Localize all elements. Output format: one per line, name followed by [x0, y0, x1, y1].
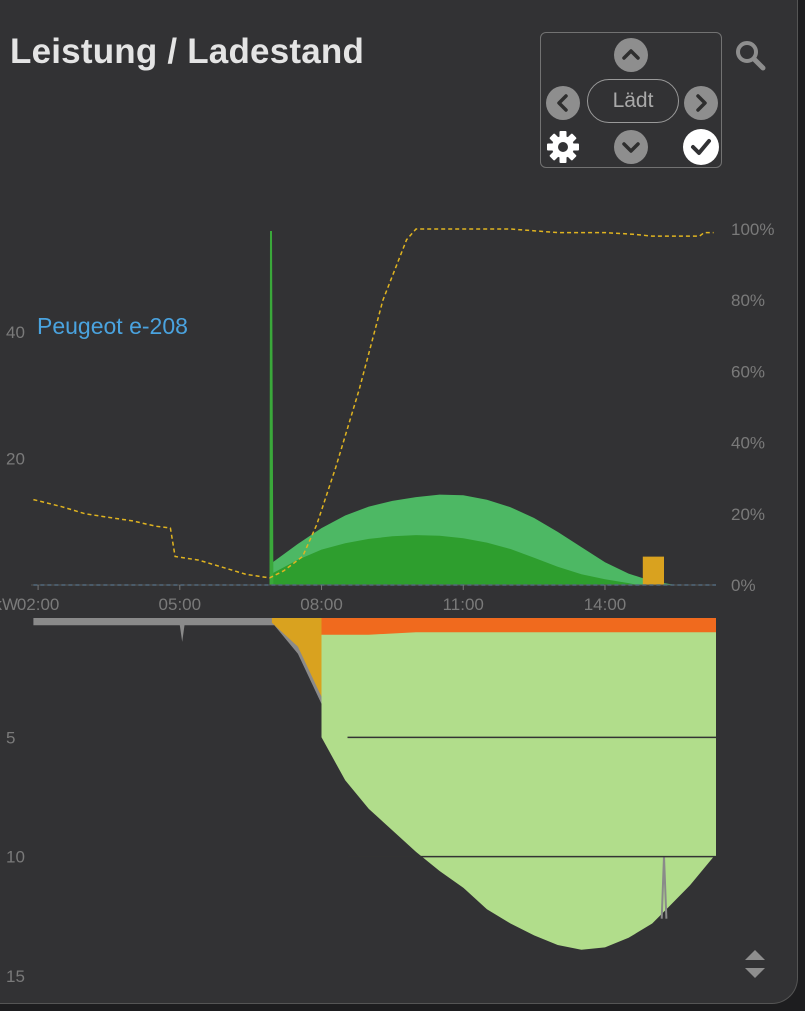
series-spike	[269, 230, 274, 586]
chevron-up-icon	[622, 49, 640, 60]
y-tick-label-bottom: 15	[6, 967, 25, 986]
y-tick-label-bottom: 10	[6, 848, 25, 867]
sort-icon	[745, 950, 765, 978]
y2-tick-label: 0%	[731, 576, 756, 595]
y2-tick-label: 100%	[731, 220, 774, 239]
x-tick-label: 05:00	[159, 595, 202, 614]
nav-down-button[interactable]	[614, 130, 648, 164]
series-peaks	[321, 618, 716, 635]
chart-axes: 02:00 05:00 08:00 11:00 14:00 kW 20 40 0% 20% 40% 6…	[0, 220, 774, 986]
x-tick-label: 08:00	[300, 595, 343, 614]
x-tick-label: 14:00	[584, 595, 627, 614]
check-icon	[691, 139, 711, 155]
nav-up-button[interactable]	[614, 38, 648, 72]
y-tick-label: 20	[6, 450, 25, 469]
series-soc_line	[33, 228, 714, 579]
settings-button[interactable]	[545, 129, 581, 165]
page-title: Leistung / Ladestand	[10, 32, 365, 71]
x-tick-label: 11:00	[443, 595, 484, 614]
y2-tick-label: 60%	[731, 362, 765, 381]
y-axis-unit: kW	[0, 595, 18, 614]
search-icon	[736, 41, 766, 71]
series-solar_self	[271, 535, 639, 585]
x-tick-label: 02:00	[17, 595, 60, 614]
nav-left-button[interactable]	[546, 86, 580, 120]
y-tick-label-bottom: 5	[6, 728, 15, 747]
series-feed_in	[321, 618, 716, 950]
sort-button[interactable]	[740, 946, 770, 982]
power-chart	[33, 228, 716, 586]
energy-flow-chart	[33, 618, 716, 950]
navigation-control: Lädt	[540, 32, 722, 168]
y2-tick-label: 40%	[731, 434, 765, 453]
nav-right-button[interactable]	[684, 86, 718, 120]
search-button[interactable]	[733, 38, 767, 72]
y2-tick-label: 20%	[731, 505, 765, 524]
y2-tick-label: 80%	[731, 291, 765, 310]
series-battery	[642, 556, 664, 585]
confirm-button[interactable]	[683, 129, 719, 165]
gear-icon	[547, 131, 579, 163]
chevron-down-icon	[622, 142, 640, 153]
chevron-left-icon	[557, 94, 568, 112]
y-tick-label: 40	[6, 323, 25, 342]
state-button[interactable]: Lädt	[587, 79, 679, 123]
chevron-right-icon	[696, 94, 707, 112]
vehicle-label: Peugeot e-208	[37, 313, 188, 339]
